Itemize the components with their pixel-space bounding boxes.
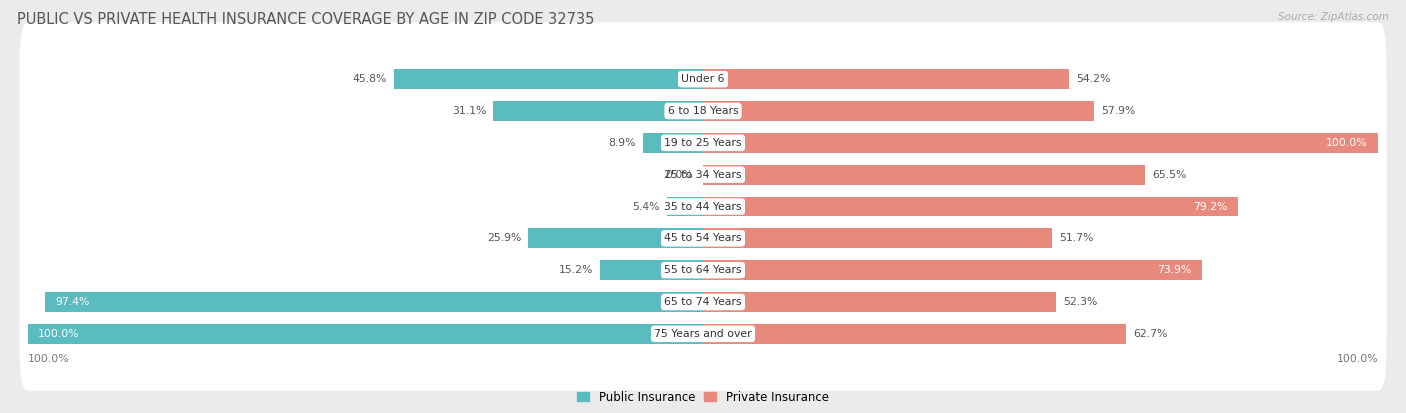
- Text: 0.0%: 0.0%: [665, 170, 693, 180]
- Text: 100.0%: 100.0%: [1326, 138, 1368, 148]
- Text: 6 to 18 Years: 6 to 18 Years: [668, 106, 738, 116]
- FancyBboxPatch shape: [20, 213, 1386, 327]
- Text: 55 to 64 Years: 55 to 64 Years: [664, 265, 742, 275]
- Text: Source: ZipAtlas.com: Source: ZipAtlas.com: [1278, 12, 1389, 22]
- FancyBboxPatch shape: [20, 54, 1386, 168]
- Bar: [643, 133, 703, 153]
- Text: 5.4%: 5.4%: [633, 202, 659, 211]
- Text: 35 to 44 Years: 35 to 44 Years: [664, 202, 742, 211]
- FancyBboxPatch shape: [20, 181, 1386, 295]
- FancyBboxPatch shape: [20, 245, 1386, 359]
- Bar: [600, 260, 703, 280]
- Text: 51.7%: 51.7%: [1059, 233, 1094, 243]
- Bar: [703, 165, 1146, 185]
- Text: Under 6: Under 6: [682, 74, 724, 84]
- Text: 57.9%: 57.9%: [1101, 106, 1135, 116]
- Bar: [28, 324, 703, 344]
- Bar: [494, 101, 703, 121]
- Text: 73.9%: 73.9%: [1157, 265, 1192, 275]
- Text: 52.3%: 52.3%: [1063, 297, 1097, 307]
- Bar: [666, 197, 703, 216]
- Text: 100.0%: 100.0%: [28, 354, 69, 364]
- Text: PUBLIC VS PRIVATE HEALTH INSURANCE COVERAGE BY AGE IN ZIP CODE 32735: PUBLIC VS PRIVATE HEALTH INSURANCE COVER…: [17, 12, 595, 27]
- Bar: [394, 69, 703, 89]
- Bar: [703, 260, 1202, 280]
- Text: 65 to 74 Years: 65 to 74 Years: [664, 297, 742, 307]
- FancyBboxPatch shape: [20, 22, 1386, 136]
- Legend: Public Insurance, Private Insurance: Public Insurance, Private Insurance: [572, 386, 834, 408]
- Text: 19 to 25 Years: 19 to 25 Years: [664, 138, 742, 148]
- Bar: [703, 101, 1094, 121]
- Text: 79.2%: 79.2%: [1194, 202, 1227, 211]
- Text: 54.2%: 54.2%: [1076, 74, 1111, 84]
- Text: 97.4%: 97.4%: [56, 297, 90, 307]
- FancyBboxPatch shape: [20, 118, 1386, 232]
- Bar: [703, 292, 1056, 312]
- Bar: [45, 292, 703, 312]
- Bar: [703, 69, 1069, 89]
- Text: 25 to 34 Years: 25 to 34 Years: [664, 170, 742, 180]
- FancyBboxPatch shape: [20, 86, 1386, 200]
- Text: 31.1%: 31.1%: [451, 106, 486, 116]
- Text: 100.0%: 100.0%: [1337, 354, 1378, 364]
- FancyBboxPatch shape: [20, 277, 1386, 391]
- FancyBboxPatch shape: [20, 150, 1386, 263]
- Text: 25.9%: 25.9%: [486, 233, 522, 243]
- Text: 75 Years and over: 75 Years and over: [654, 329, 752, 339]
- Bar: [529, 228, 703, 248]
- Text: 100.0%: 100.0%: [38, 329, 80, 339]
- Text: 15.2%: 15.2%: [560, 265, 593, 275]
- Bar: [703, 133, 1378, 153]
- Text: 62.7%: 62.7%: [1133, 329, 1167, 339]
- Text: 65.5%: 65.5%: [1152, 170, 1187, 180]
- Bar: [703, 197, 1237, 216]
- Bar: [703, 324, 1126, 344]
- Text: 45 to 54 Years: 45 to 54 Years: [664, 233, 742, 243]
- Bar: [703, 228, 1052, 248]
- Text: 45.8%: 45.8%: [353, 74, 387, 84]
- Text: 8.9%: 8.9%: [609, 138, 636, 148]
